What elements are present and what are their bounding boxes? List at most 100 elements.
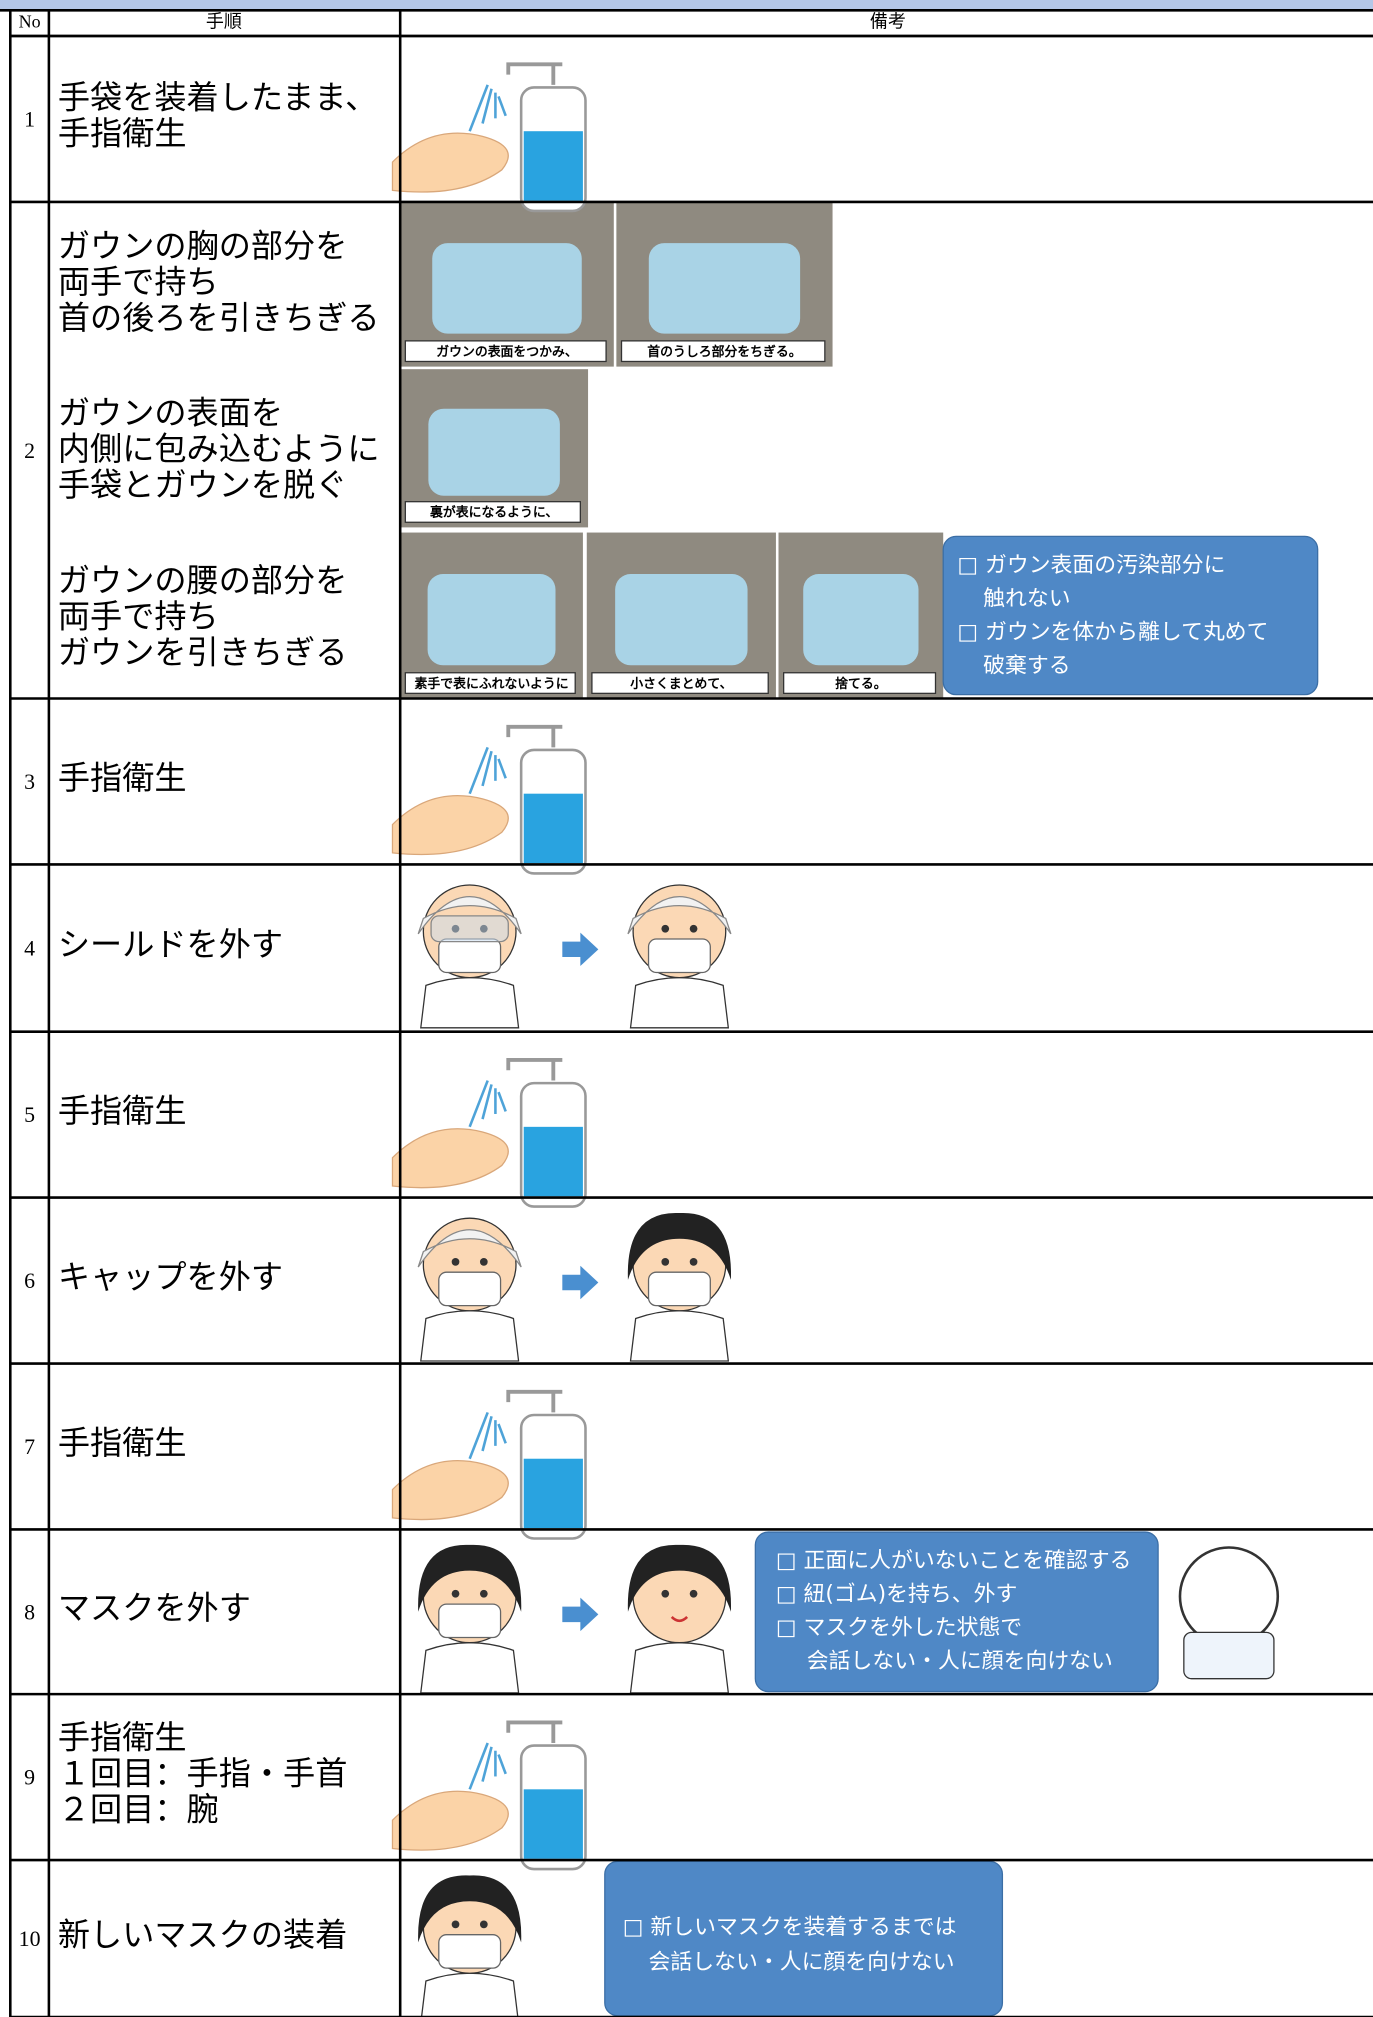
mask xyxy=(438,1603,502,1639)
eye xyxy=(451,1258,460,1266)
title-band xyxy=(0,0,1373,11)
pump xyxy=(506,724,563,748)
eye xyxy=(661,1258,670,1266)
eye xyxy=(661,1589,670,1598)
body xyxy=(420,1310,520,1362)
mask xyxy=(647,938,711,974)
cap xyxy=(417,1229,522,1268)
pump xyxy=(506,1389,563,1413)
eye xyxy=(661,924,670,933)
header-no: No xyxy=(19,11,41,31)
row-no: 9 xyxy=(24,1766,35,1790)
mouth xyxy=(670,1615,689,1623)
liquid xyxy=(523,131,583,201)
caption-box xyxy=(404,672,576,694)
hair xyxy=(627,1212,732,1280)
row-no: 5 xyxy=(24,1103,35,1127)
hand xyxy=(391,132,509,193)
cap xyxy=(417,896,522,935)
header-row xyxy=(10,10,1373,37)
step-text: キャップを外す xyxy=(58,1259,283,1295)
note-text: □ 紐(ゴム)を持ち、外す xyxy=(776,1582,1017,1607)
caption-box xyxy=(783,672,937,694)
photo-gown xyxy=(803,574,919,666)
eye xyxy=(689,924,698,933)
step-text: シールドを外す xyxy=(58,926,283,962)
step-text: 内側に包み込むように xyxy=(58,431,380,467)
pump xyxy=(506,62,563,85)
pump xyxy=(506,1720,563,1744)
hand xyxy=(391,1790,509,1851)
step-text: 手袋を装着したまま、 xyxy=(58,79,377,115)
spray xyxy=(481,88,493,124)
caption-box xyxy=(591,672,769,694)
spray xyxy=(497,1091,507,1112)
goggle xyxy=(430,915,509,943)
step-text: 手指衛生 xyxy=(58,1425,187,1461)
eye xyxy=(479,1920,488,1929)
hair xyxy=(627,1544,732,1612)
spray xyxy=(468,746,489,795)
photo-caption: 首のうしろ部分をちぎる。 xyxy=(647,344,801,360)
caption-box xyxy=(620,340,826,363)
arrow xyxy=(562,1597,599,1632)
cap xyxy=(627,896,732,935)
row-no: 7 xyxy=(24,1435,35,1459)
spray xyxy=(468,1411,489,1460)
body xyxy=(420,1642,520,1694)
photo-gown xyxy=(432,243,582,334)
photo-gown xyxy=(427,574,556,666)
liquid xyxy=(523,1126,583,1197)
spray xyxy=(468,84,489,132)
photo-caption: 素手で表にふれないように xyxy=(415,676,569,692)
spray xyxy=(481,1084,493,1120)
body xyxy=(629,1642,730,1694)
mask xyxy=(438,1934,502,1969)
mask xyxy=(438,1271,502,1307)
spray xyxy=(497,758,507,779)
spray xyxy=(497,1423,507,1444)
person-back xyxy=(1178,1546,1280,1647)
photo-caption: 裏が表になるように、 xyxy=(429,505,558,521)
photo-gown xyxy=(615,574,748,666)
spray xyxy=(481,1415,493,1452)
body xyxy=(629,976,730,1029)
hair xyxy=(418,1875,522,1943)
note-text: □ ガウン表面の汚染部分に xyxy=(957,553,1225,578)
body xyxy=(420,976,520,1029)
body xyxy=(420,1972,519,2017)
note-text: 触れない xyxy=(983,586,1070,611)
step-text: ガウンを引きちぎる xyxy=(58,634,347,670)
row-no: 8 xyxy=(24,1600,35,1624)
photo-gown xyxy=(428,408,560,496)
step-text: １回目：手指・手首 xyxy=(58,1755,347,1791)
note-text: 破棄する xyxy=(983,653,1070,678)
step-text: ガウンの腰の部分を xyxy=(58,562,347,598)
header-step: 手順 xyxy=(206,11,242,31)
spray xyxy=(468,1742,489,1790)
eye xyxy=(689,1258,698,1266)
mask xyxy=(438,938,502,974)
eye xyxy=(451,1589,460,1598)
header-remarks: 備考 xyxy=(870,11,906,31)
step-text: マスクを外す xyxy=(58,1590,251,1626)
note-text: □ 正面に人がいないことを確認する xyxy=(776,1549,1132,1574)
step-text: ２回目：腕 xyxy=(58,1791,219,1827)
row-no: 3 xyxy=(24,770,35,794)
hand xyxy=(391,1128,509,1189)
photo-caption: 小さくまとめて、 xyxy=(630,677,732,692)
eye xyxy=(451,1920,460,1929)
eye xyxy=(479,1589,488,1598)
mask-back xyxy=(1183,1631,1275,1680)
note-box xyxy=(754,1531,1159,1693)
caption-box xyxy=(404,340,607,363)
step-text: 手指衛生 xyxy=(58,1093,187,1129)
photo-gown xyxy=(648,243,801,334)
body xyxy=(629,1310,730,1362)
step-text: 手指衛生 xyxy=(58,1719,187,1755)
note-box xyxy=(942,535,1319,696)
spray xyxy=(481,1746,493,1782)
liquid xyxy=(523,1458,583,1529)
hand xyxy=(391,794,509,856)
